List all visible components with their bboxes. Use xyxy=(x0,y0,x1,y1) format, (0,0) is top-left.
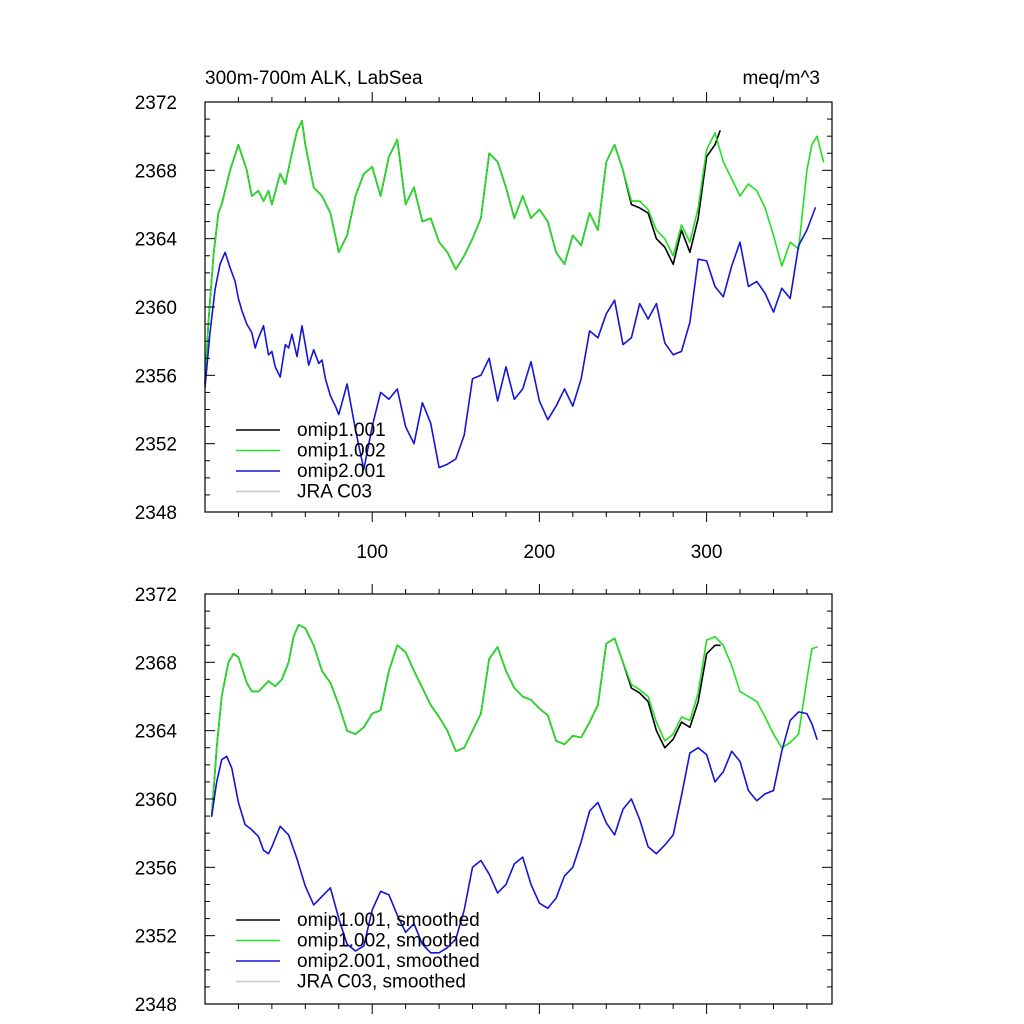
series-line-omip1-002 xyxy=(204,120,825,385)
y-tick-label: 2360 xyxy=(135,298,177,319)
y-tick-label: 2352 xyxy=(135,435,177,456)
x-tick-label: 200 xyxy=(524,542,556,563)
panel-top: 300m-700m ALK, LabSea meq/m^3 2348235223… xyxy=(135,68,833,563)
chart-title: 300m-700m ALK, LabSea xyxy=(205,68,423,89)
legend-label: JRA C03, smoothed xyxy=(297,972,466,993)
y-tick-label: 2352 xyxy=(135,927,177,948)
legend-label: omip2.001 xyxy=(297,461,386,482)
x-tick-label: 300 xyxy=(691,542,723,563)
y-tick-label: 2364 xyxy=(135,230,178,251)
panel-bottom: 2348 2352 2356 2360 2364 2368 2372 omip1.001, … xyxy=(135,584,833,1016)
y-tick-label: 2356 xyxy=(135,366,177,387)
series-layer xyxy=(204,120,825,471)
legend-label: omip1.001, smoothed xyxy=(297,910,480,931)
legend-label: omip2.001, smoothed xyxy=(297,951,480,972)
y-tick-label: 2360 xyxy=(135,790,177,811)
y-tick-label: 2348 xyxy=(135,995,177,1016)
y-tick-label: 2368 xyxy=(135,653,177,674)
legend-label: omip1.002, smoothed xyxy=(297,931,480,952)
legend-label: omip1.002 xyxy=(297,441,386,462)
x-tick-label: 100 xyxy=(356,542,388,563)
axis-layer: 2348 2352 2356 2360 2364 2368 2372 100 200 300 xyxy=(135,92,833,563)
series-line-omip2-001-smoothed xyxy=(210,711,818,954)
legend-label: JRA C03 xyxy=(297,482,372,503)
series-line-omip2-001 xyxy=(204,207,817,471)
y-tick-label: 2368 xyxy=(135,161,177,182)
axis-layer: 2348 2352 2356 2360 2364 2368 2372 xyxy=(135,584,833,1016)
y-tick-label: 2364 xyxy=(135,722,178,743)
series-line-omip1-002-smoothed xyxy=(210,624,818,817)
legend-label: omip1.001 xyxy=(297,420,386,441)
y-tick-label: 2372 xyxy=(135,585,177,606)
series-layer xyxy=(210,624,818,954)
y-tick-label: 2356 xyxy=(135,858,177,879)
y-tick-label: 2348 xyxy=(135,503,177,524)
units-label: meq/m^3 xyxy=(742,68,820,89)
y-tick-label: 2372 xyxy=(135,93,177,114)
